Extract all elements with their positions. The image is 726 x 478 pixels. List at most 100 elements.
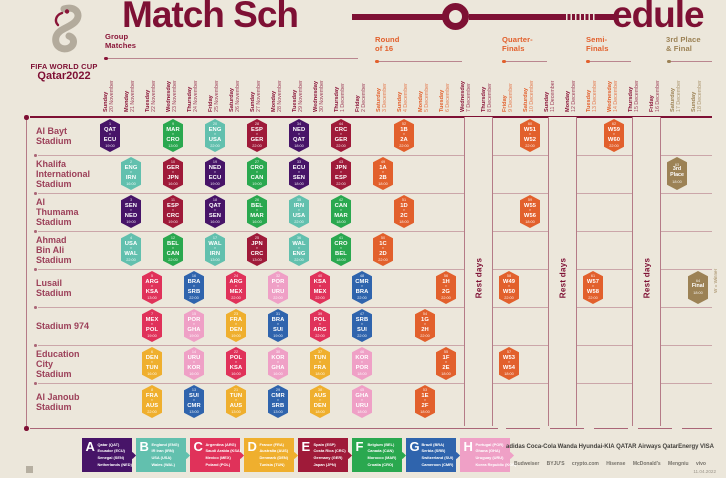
legend-team-list: Qatar (QAT) Ecuador (ECU) Senegal (SEN) Net…	[98, 442, 132, 470]
team-code-home: 1D	[400, 202, 408, 209]
match-cell: 13 SUI v CMR 13:00	[184, 385, 204, 418]
team-code-home: POL	[229, 354, 243, 361]
match-cell: 20 ENG v USA 22:00	[205, 119, 225, 152]
stadium-label-ahmad-bin-ali-stadium: Ahmad Bin Ali Stadium	[36, 231, 100, 269]
stadium-label-line: Stadium	[36, 136, 72, 146]
match-time: 19:00	[210, 182, 220, 187]
grid-left-rule	[26, 117, 27, 428]
match-time: 22:00	[525, 144, 535, 149]
date-label: Saturday 26 November	[229, 57, 242, 112]
stadium-label-al-thumama-stadium: Al Thumama Stadium	[36, 193, 100, 231]
team-code-away: ESP	[335, 174, 347, 181]
team-code-away: SRB	[271, 402, 285, 409]
team-code-away: AUS	[145, 402, 159, 409]
match-time: 22:00	[273, 296, 283, 301]
legend-team: Australia (AUS)	[259, 448, 289, 454]
page-title-part1: Match Sch	[122, 0, 299, 35]
match-cell: 7 MEX v POL 19:00	[142, 309, 162, 342]
versus-label: v	[172, 169, 174, 174]
match-cell: 35 IRN v USA 22:00	[289, 195, 309, 228]
match-cell: 53 1E v 2F 18:00	[415, 385, 435, 418]
date-value: 5 December	[424, 83, 431, 112]
section-header-round-of-16: Round of 16	[375, 35, 400, 54]
match-time: 13:00	[252, 258, 262, 263]
team-code-away: MAR	[334, 212, 348, 219]
title-rule-right	[469, 14, 615, 20]
date-value: 16 December	[655, 80, 662, 112]
legend-group-d: D France (FRA) Australia (AUS) Denmark (DEN…	[244, 438, 298, 472]
match-time: 22:00	[399, 144, 409, 149]
date-value: 22 November	[151, 80, 158, 112]
match-cell: 38 AUS v DEN 18:00	[310, 385, 330, 418]
versus-label: v	[277, 359, 279, 364]
date-label: Sunday 18 December	[691, 57, 704, 112]
match-number: 13	[191, 388, 197, 393]
date-value: 3 December	[382, 83, 389, 112]
match-time: 19:00	[252, 182, 262, 187]
match-time: 18:00	[357, 372, 367, 377]
match-time: 18:00	[315, 372, 325, 377]
match-time: 16:00	[210, 220, 220, 225]
team-code-home: GHA	[355, 392, 369, 399]
team-code-home: BRA	[271, 316, 285, 323]
team-code-home: 1C	[379, 240, 387, 247]
match-cell: 1 QAT v ECU 19:00	[100, 119, 120, 152]
match-time: 22:00	[336, 182, 346, 187]
versus-label: v	[298, 207, 300, 212]
match-time: 22:00	[168, 258, 178, 263]
date-value: 25 November	[214, 80, 221, 112]
match-cell: 26 BEL v MAR 16:00	[247, 195, 267, 228]
match-number: 47	[359, 312, 365, 317]
match-time: 19:00	[168, 220, 178, 225]
match-number: 4	[129, 236, 133, 241]
match-cell: 31 BRA v SUI 19:00	[268, 309, 288, 342]
legend-team: Serbia (SRB)	[421, 448, 446, 454]
team-code-home: QAT	[103, 126, 117, 133]
match-cell: 60 W51 v W52 22:00	[520, 119, 540, 152]
team-code-away: CRO	[166, 136, 180, 143]
team-code-home: CRO	[250, 164, 264, 171]
team-code-home: FRA	[229, 316, 243, 323]
team-code-away: W56	[523, 212, 537, 219]
date-value: 10 December	[529, 80, 536, 112]
team-code-away: W58	[586, 288, 600, 295]
legend-letter: A	[85, 439, 95, 454]
match-number: 35	[296, 198, 302, 203]
match-time: 19:00	[147, 334, 157, 339]
match-time: 22:00	[294, 220, 304, 225]
team-code-home: W53	[502, 354, 516, 361]
stadium-label-al-bayt-stadium: Al Bayt Stadium	[36, 117, 100, 155]
versus-label: v	[235, 321, 237, 326]
date-label: Friday 25 November	[208, 57, 221, 112]
date-label: Sunday 11 December	[544, 57, 557, 112]
versus-label: v	[319, 321, 321, 326]
fifa-world-cup-logo: FIFA WORLD CUP Qatar2022	[18, 4, 110, 82]
versus-label: v	[130, 245, 132, 250]
date-label: Friday 16 December	[649, 57, 662, 112]
team-code-away: CRC	[250, 250, 264, 257]
match-number: 37	[317, 350, 323, 355]
match-number: 63	[674, 162, 680, 167]
legend-team-list: Argentina (ARG) Saudi Arabia (KSA) Mexico …	[206, 442, 242, 470]
section-header-line: Group	[105, 32, 129, 41]
team-code-home: QAT	[208, 202, 222, 209]
match-number: 51	[401, 198, 407, 203]
date-label: Tuesday 22 November	[145, 57, 158, 112]
match-time: 18:00	[357, 410, 367, 415]
stadium-label-line: Lusail	[36, 277, 63, 288]
team-code-home: SUI	[189, 392, 199, 399]
team-code-away: CRC	[166, 212, 180, 219]
team-code-home: FRA	[145, 392, 159, 399]
legend-team: Qatar (QAT)	[97, 441, 120, 447]
team-code-away: 2D	[379, 250, 387, 257]
section-rule-quarter-finals	[503, 61, 547, 62]
match-number: 44	[338, 122, 344, 127]
match-cell: 39 POL v ARG 22:00	[310, 309, 330, 342]
legend-team-list: France (FRA) Australia (AUS) Denmark (DEN)…	[260, 442, 289, 470]
legend-tab	[398, 451, 406, 459]
legend-group-h: H Portugal (POR) Ghana (GHA) Uruguay (URU) K…	[460, 438, 516, 472]
match-time: 16:00	[126, 182, 136, 187]
versus-label: v	[130, 207, 132, 212]
team-code-home: JPN	[251, 240, 263, 247]
versus-label: v	[340, 169, 342, 174]
